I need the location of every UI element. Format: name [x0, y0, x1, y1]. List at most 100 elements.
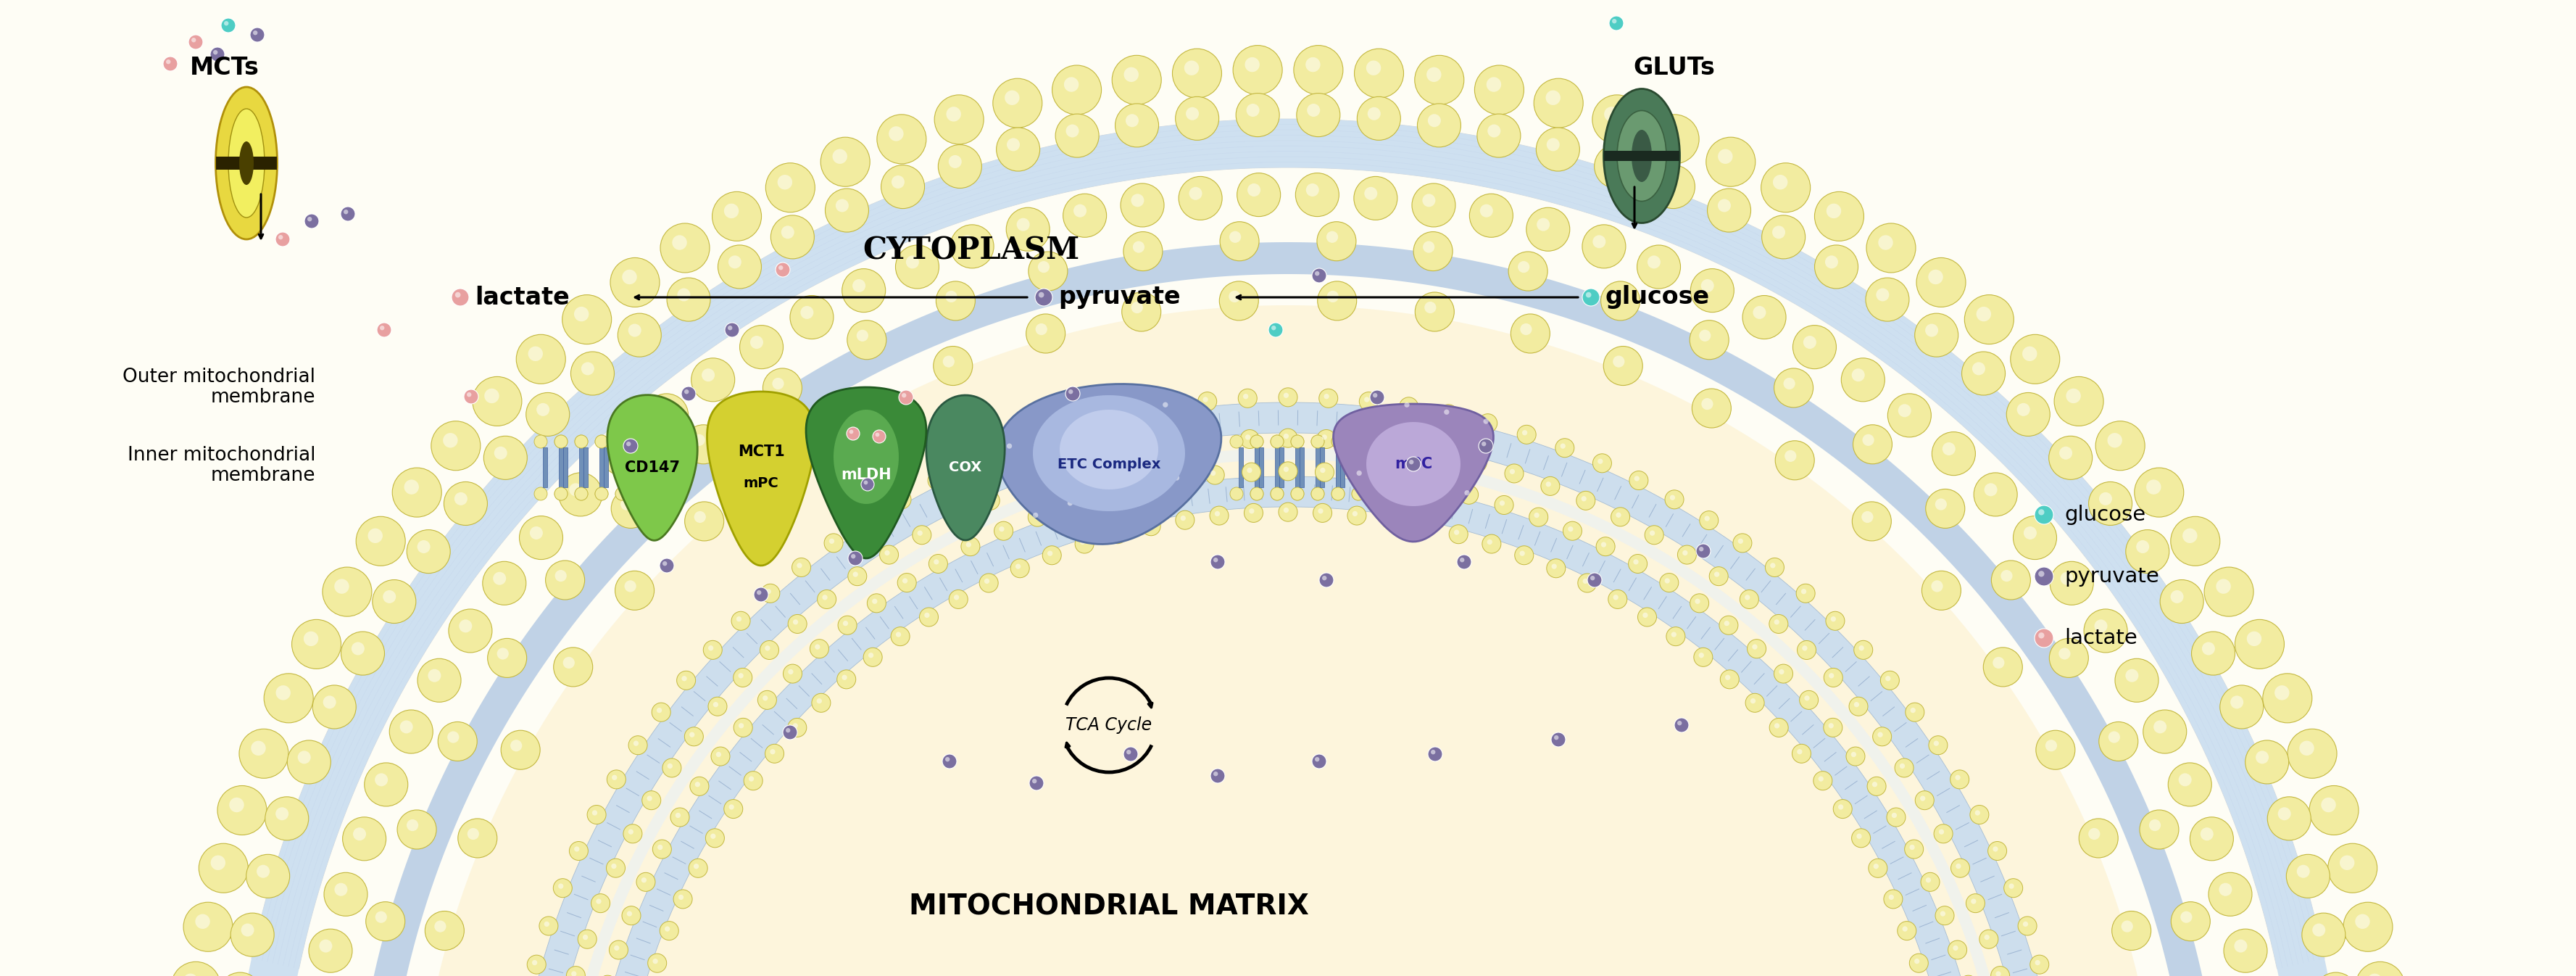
Circle shape — [1316, 463, 1334, 481]
Circle shape — [1538, 218, 1551, 231]
Circle shape — [2050, 561, 2094, 605]
Circle shape — [629, 324, 641, 337]
Circle shape — [2035, 960, 2040, 965]
Circle shape — [1314, 504, 1332, 522]
Circle shape — [1365, 187, 1378, 200]
Circle shape — [1672, 631, 1677, 637]
Circle shape — [1038, 292, 1043, 298]
Circle shape — [670, 808, 690, 827]
Circle shape — [809, 639, 829, 658]
Circle shape — [278, 235, 283, 239]
Circle shape — [2277, 807, 2290, 820]
Circle shape — [629, 736, 647, 754]
Polygon shape — [835, 410, 899, 504]
Circle shape — [2169, 763, 2213, 806]
Circle shape — [961, 537, 979, 556]
Circle shape — [2038, 632, 2045, 638]
Circle shape — [1486, 540, 1492, 545]
Circle shape — [762, 696, 768, 701]
Circle shape — [1414, 231, 1453, 271]
Circle shape — [1850, 697, 1868, 715]
Circle shape — [791, 296, 835, 339]
Circle shape — [933, 476, 938, 481]
Circle shape — [1211, 554, 1226, 569]
Circle shape — [2287, 729, 2336, 778]
Circle shape — [322, 696, 335, 709]
Circle shape — [732, 612, 750, 630]
Circle shape — [652, 703, 670, 721]
Circle shape — [1311, 268, 1327, 283]
Bar — [603, 447, 608, 487]
Circle shape — [770, 450, 783, 462]
Circle shape — [1917, 258, 1965, 307]
Circle shape — [1311, 754, 1327, 769]
Circle shape — [1412, 435, 1425, 448]
Circle shape — [1453, 530, 1458, 535]
Circle shape — [688, 859, 708, 877]
Bar — [1319, 447, 1324, 487]
Circle shape — [711, 191, 762, 241]
Circle shape — [997, 128, 1041, 171]
Circle shape — [1978, 930, 1999, 949]
Circle shape — [1953, 946, 1958, 951]
Circle shape — [824, 534, 842, 552]
Circle shape — [935, 281, 976, 320]
Bar — [1355, 447, 1360, 487]
Circle shape — [1852, 369, 1865, 382]
Circle shape — [1517, 261, 1530, 273]
Circle shape — [1046, 430, 1051, 435]
Circle shape — [873, 598, 878, 604]
Circle shape — [1762, 216, 1806, 259]
Circle shape — [2084, 609, 2128, 653]
Circle shape — [1115, 103, 1159, 147]
Circle shape — [1381, 510, 1401, 529]
Bar — [1376, 447, 1381, 487]
Text: mLDH: mLDH — [840, 468, 891, 482]
Circle shape — [837, 616, 858, 634]
Circle shape — [1113, 530, 1118, 535]
Circle shape — [760, 584, 781, 603]
Circle shape — [1481, 535, 1502, 553]
Circle shape — [165, 60, 170, 64]
Circle shape — [1198, 392, 1216, 411]
Circle shape — [1043, 546, 1061, 565]
Circle shape — [2136, 468, 2184, 517]
Circle shape — [1824, 669, 1842, 687]
Circle shape — [618, 313, 662, 357]
Circle shape — [1229, 487, 1244, 501]
Circle shape — [2038, 509, 2045, 515]
Circle shape — [662, 758, 680, 777]
Circle shape — [750, 336, 762, 348]
Circle shape — [1270, 435, 1283, 448]
Circle shape — [554, 435, 567, 448]
Circle shape — [693, 434, 706, 446]
Circle shape — [1355, 49, 1404, 98]
Circle shape — [1935, 825, 1953, 843]
Text: Inner mitochondrial: Inner mitochondrial — [126, 446, 314, 465]
Circle shape — [1409, 460, 1414, 465]
Circle shape — [1015, 564, 1020, 569]
Circle shape — [1355, 432, 1373, 452]
Circle shape — [1321, 434, 1327, 440]
Text: glucose: glucose — [2063, 505, 2146, 525]
Circle shape — [2030, 956, 2048, 974]
Circle shape — [770, 750, 775, 754]
Circle shape — [459, 620, 471, 632]
Circle shape — [1520, 550, 1525, 556]
Circle shape — [1713, 572, 1718, 577]
Ellipse shape — [1631, 130, 1651, 182]
Circle shape — [526, 392, 569, 436]
Circle shape — [2079, 819, 2117, 858]
Circle shape — [912, 525, 933, 545]
Circle shape — [1873, 782, 1878, 787]
Circle shape — [595, 487, 608, 501]
Circle shape — [690, 732, 696, 737]
Circle shape — [1649, 256, 1662, 268]
Circle shape — [1211, 470, 1216, 475]
Circle shape — [1971, 805, 1989, 824]
Circle shape — [1888, 393, 1932, 437]
Circle shape — [1414, 517, 1435, 536]
Circle shape — [641, 877, 647, 882]
Circle shape — [781, 225, 793, 239]
Circle shape — [399, 720, 412, 733]
